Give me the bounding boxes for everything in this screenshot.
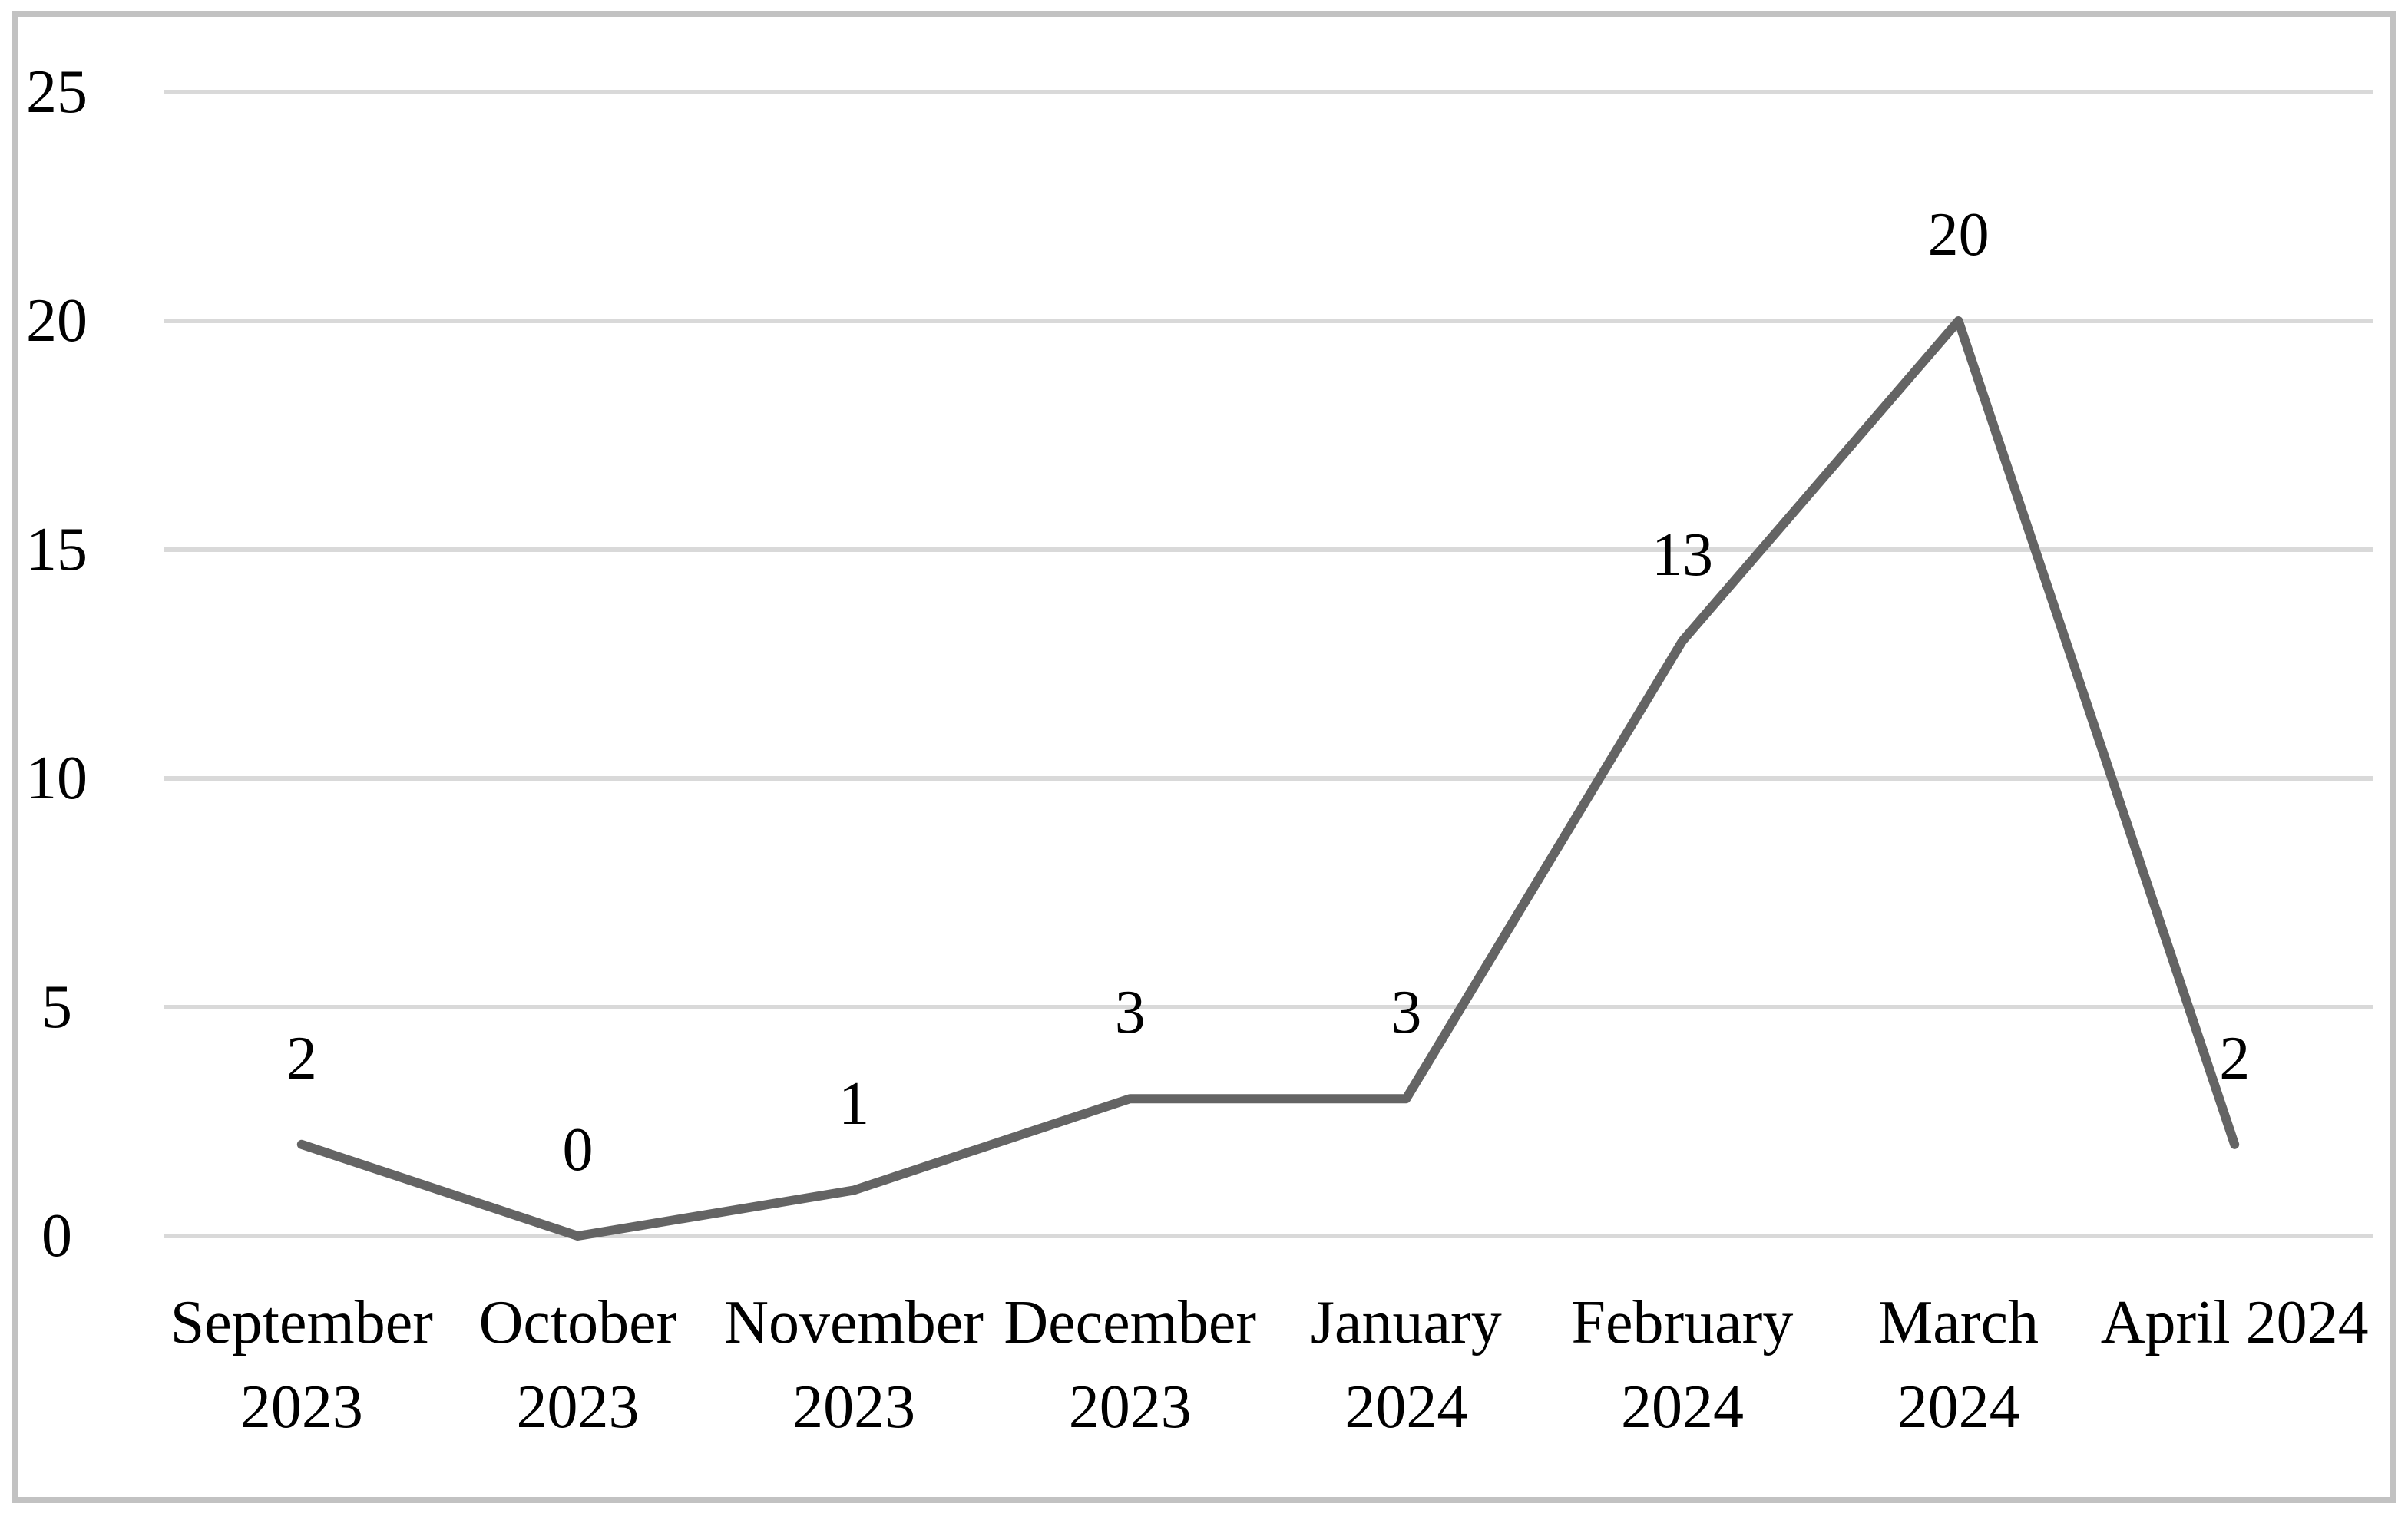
data-label: 1	[838, 1070, 870, 1138]
x-tick-label-line: 2023	[1068, 1373, 1192, 1441]
x-tick-label-line: 2023	[240, 1373, 363, 1441]
x-tick-label-line: January	[1310, 1289, 1502, 1356]
x-tick-label-line: 2023	[516, 1373, 640, 1441]
y-tick-label: 0	[41, 1202, 72, 1270]
x-tick-label-line: November	[724, 1289, 984, 1356]
plot-border	[12, 11, 2396, 1503]
x-tick-label: November 2023	[654, 1280, 1054, 1449]
data-label: 2	[286, 1024, 317, 1092]
x-tick-label-line: December	[1004, 1289, 1257, 1356]
x-tick-label: September 2023	[102, 1280, 501, 1449]
x-tick-label-line: 2024	[1345, 1373, 1468, 1441]
x-tick-label-line: October	[478, 1289, 677, 1356]
data-label: 0	[562, 1116, 594, 1184]
x-tick-label: December 2023	[931, 1280, 1330, 1449]
x-tick-label: February 2024	[1483, 1280, 1882, 1449]
series-line	[296, 316, 2240, 1241]
x-tick-label-line: 2024	[1620, 1373, 1744, 1441]
data-label: 13	[1651, 521, 1713, 590]
x-tick-label-line: February	[1571, 1289, 1794, 1356]
data-label: 3	[1114, 979, 1146, 1047]
x-tick-label: April 2024	[2035, 1280, 2408, 1365]
x-tick-label: January 2024	[1206, 1280, 1606, 1449]
y-tick-label: 25	[26, 58, 88, 126]
y-tick-label: 10	[26, 745, 88, 812]
x-tick-label-line: 2023	[792, 1373, 916, 1441]
x-tick-label-line: 2024	[1897, 1373, 2020, 1441]
y-tick-label: 5	[41, 973, 72, 1041]
x-tick-label-line: September	[170, 1289, 433, 1356]
x-tick-label-line: March	[1878, 1289, 2039, 1356]
data-label: 3	[1391, 979, 1422, 1047]
x-tick-label-line: April 2024	[2100, 1289, 2369, 1356]
data-label: 20	[1927, 201, 1990, 269]
y-tick-label: 15	[26, 516, 88, 583]
data-label: 2	[2219, 1024, 2251, 1092]
x-tick-label: March 2024	[1759, 1280, 2158, 1449]
x-tick-label: October 2023	[378, 1280, 777, 1449]
y-tick-label: 20	[26, 287, 88, 355]
